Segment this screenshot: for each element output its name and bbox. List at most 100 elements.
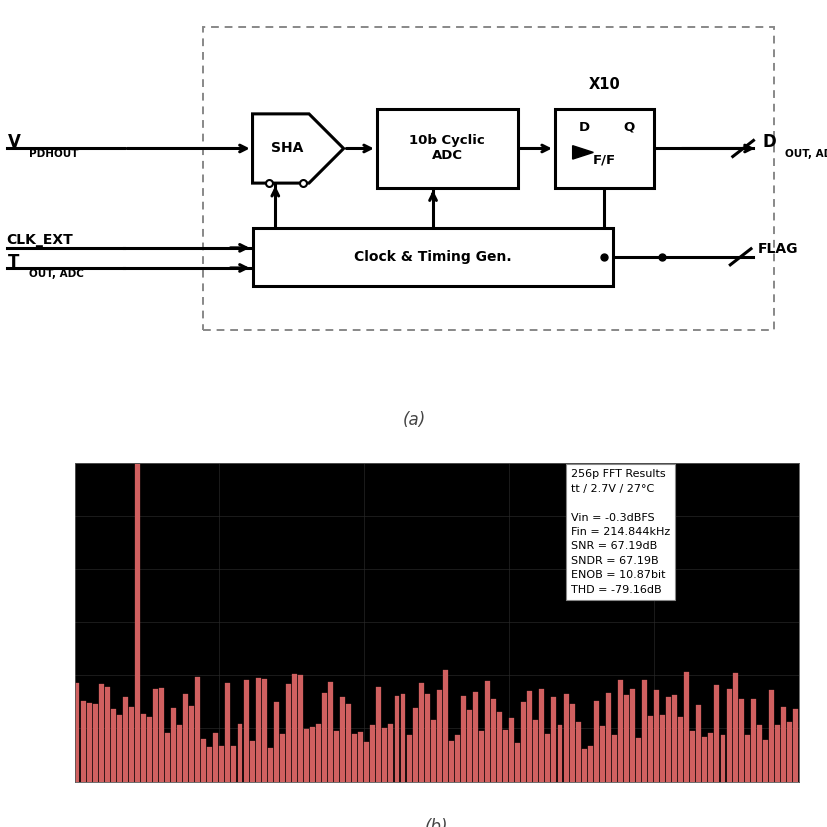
Bar bbox=[672, 695, 676, 782]
Bar bbox=[135, 464, 140, 782]
Bar bbox=[322, 693, 327, 782]
Bar bbox=[376, 687, 381, 782]
Polygon shape bbox=[572, 146, 593, 159]
Bar bbox=[122, 697, 127, 782]
Bar bbox=[648, 716, 653, 782]
Bar bbox=[412, 708, 417, 782]
Text: Clock & Timing Gen.: Clock & Timing Gen. bbox=[353, 250, 511, 264]
Bar bbox=[563, 695, 568, 782]
Bar bbox=[243, 680, 248, 782]
Bar bbox=[165, 734, 170, 782]
Bar bbox=[762, 740, 767, 782]
Bar bbox=[509, 718, 514, 782]
Bar bbox=[232, 746, 237, 782]
Bar bbox=[80, 701, 85, 782]
Bar bbox=[430, 720, 435, 782]
Bar bbox=[177, 725, 182, 782]
Bar bbox=[104, 687, 109, 782]
Bar bbox=[93, 705, 98, 782]
Bar bbox=[364, 742, 369, 782]
Bar bbox=[521, 702, 526, 782]
Bar bbox=[696, 705, 700, 782]
Text: (a): (a) bbox=[402, 411, 425, 428]
Bar bbox=[551, 697, 556, 782]
Text: $\mathbf{D}$: $\mathbf{D}$ bbox=[761, 133, 776, 151]
Text: Q: Q bbox=[623, 121, 634, 134]
Text: (b): (b) bbox=[424, 818, 448, 827]
Bar bbox=[304, 729, 308, 782]
Bar bbox=[358, 732, 363, 782]
Bar bbox=[159, 688, 164, 782]
Bar bbox=[503, 730, 508, 782]
Bar bbox=[351, 734, 356, 782]
Bar bbox=[768, 691, 773, 782]
Bar bbox=[683, 672, 688, 782]
Bar bbox=[141, 715, 146, 782]
FancyBboxPatch shape bbox=[376, 109, 517, 188]
Bar bbox=[690, 731, 695, 782]
Bar bbox=[514, 743, 519, 782]
Bar bbox=[599, 726, 604, 782]
Bar bbox=[605, 693, 610, 782]
Bar bbox=[786, 722, 791, 782]
Bar bbox=[527, 691, 532, 782]
Bar bbox=[557, 725, 562, 782]
Bar bbox=[267, 748, 272, 782]
Bar bbox=[641, 680, 646, 782]
Bar bbox=[382, 729, 387, 782]
Bar bbox=[485, 681, 490, 782]
Bar bbox=[129, 707, 134, 782]
Bar bbox=[726, 689, 730, 782]
Bar bbox=[617, 681, 622, 782]
Bar bbox=[466, 710, 471, 782]
Bar bbox=[448, 741, 453, 782]
Bar bbox=[225, 682, 230, 782]
Bar bbox=[183, 694, 188, 782]
Bar bbox=[677, 717, 682, 782]
Bar bbox=[111, 709, 116, 782]
Bar bbox=[340, 697, 345, 782]
Bar bbox=[792, 709, 797, 782]
Bar bbox=[701, 737, 706, 782]
Bar bbox=[774, 725, 779, 782]
Bar bbox=[714, 685, 719, 782]
Y-axis label: (dB): (dB) bbox=[5, 616, 30, 629]
Text: 10b Cyclic
ADC: 10b Cyclic ADC bbox=[409, 135, 485, 162]
X-axis label: (MHz): (MHz) bbox=[419, 803, 453, 816]
Bar bbox=[666, 696, 671, 782]
Bar bbox=[261, 679, 266, 782]
Bar bbox=[442, 670, 447, 782]
Bar bbox=[280, 734, 284, 782]
Bar bbox=[153, 689, 158, 782]
Bar bbox=[316, 724, 321, 782]
Bar bbox=[201, 739, 206, 782]
Bar bbox=[756, 724, 761, 782]
Bar bbox=[285, 684, 290, 782]
Bar bbox=[629, 689, 634, 782]
Bar bbox=[569, 704, 574, 782]
Bar bbox=[346, 704, 351, 782]
Text: CLK_EXT: CLK_EXT bbox=[7, 233, 74, 246]
Bar bbox=[750, 699, 755, 782]
Bar bbox=[533, 719, 538, 782]
Bar bbox=[780, 707, 785, 782]
Bar bbox=[454, 734, 459, 782]
Bar bbox=[743, 734, 748, 782]
Bar bbox=[732, 673, 737, 782]
Text: OUT, ADC: OUT, ADC bbox=[29, 269, 84, 279]
Bar bbox=[538, 689, 543, 782]
Bar bbox=[394, 696, 399, 782]
Text: PDHOUT: PDHOUT bbox=[29, 149, 79, 159]
Bar bbox=[237, 724, 242, 782]
Bar bbox=[437, 690, 441, 782]
Bar bbox=[309, 727, 314, 782]
Bar bbox=[117, 715, 122, 782]
Bar bbox=[207, 747, 212, 782]
Bar bbox=[587, 746, 592, 782]
Bar bbox=[189, 706, 194, 782]
Bar bbox=[249, 741, 254, 782]
Bar bbox=[274, 701, 279, 782]
Bar bbox=[581, 749, 586, 782]
Text: SHA: SHA bbox=[270, 141, 303, 155]
Bar bbox=[738, 700, 743, 782]
